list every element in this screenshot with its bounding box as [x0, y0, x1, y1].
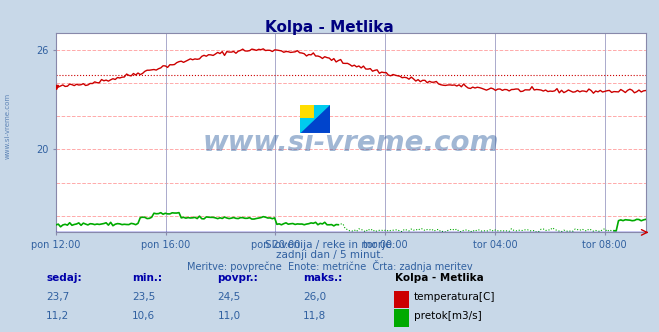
- Text: Kolpa - Metlika: Kolpa - Metlika: [395, 273, 484, 283]
- Text: 23,5: 23,5: [132, 292, 155, 302]
- Text: 24,5: 24,5: [217, 292, 241, 302]
- Text: 10,6: 10,6: [132, 311, 155, 321]
- Text: Slovenija / reke in morje.: Slovenija / reke in morje.: [264, 240, 395, 250]
- Text: Kolpa - Metlika: Kolpa - Metlika: [265, 20, 394, 35]
- Text: zadnji dan / 5 minut.: zadnji dan / 5 minut.: [275, 250, 384, 260]
- Text: 23,7: 23,7: [46, 292, 69, 302]
- Polygon shape: [315, 105, 330, 119]
- Polygon shape: [300, 119, 315, 133]
- Text: www.si-vreme.com: www.si-vreme.com: [5, 93, 11, 159]
- Text: maks.:: maks.:: [303, 273, 343, 283]
- Text: 11,2: 11,2: [46, 311, 69, 321]
- Text: povpr.:: povpr.:: [217, 273, 258, 283]
- Polygon shape: [300, 105, 330, 133]
- Text: 11,0: 11,0: [217, 311, 241, 321]
- Text: pretok[m3/s]: pretok[m3/s]: [414, 311, 482, 321]
- Text: Meritve: povprečne  Enote: metrične  Črta: zadnja meritev: Meritve: povprečne Enote: metrične Črta:…: [186, 260, 473, 272]
- Text: 26,0: 26,0: [303, 292, 326, 302]
- Text: min.:: min.:: [132, 273, 162, 283]
- Text: temperatura[C]: temperatura[C]: [414, 292, 496, 302]
- Bar: [300, 105, 315, 119]
- Text: sedaj:: sedaj:: [46, 273, 82, 283]
- Text: 11,8: 11,8: [303, 311, 326, 321]
- Text: www.si-vreme.com: www.si-vreme.com: [203, 129, 499, 157]
